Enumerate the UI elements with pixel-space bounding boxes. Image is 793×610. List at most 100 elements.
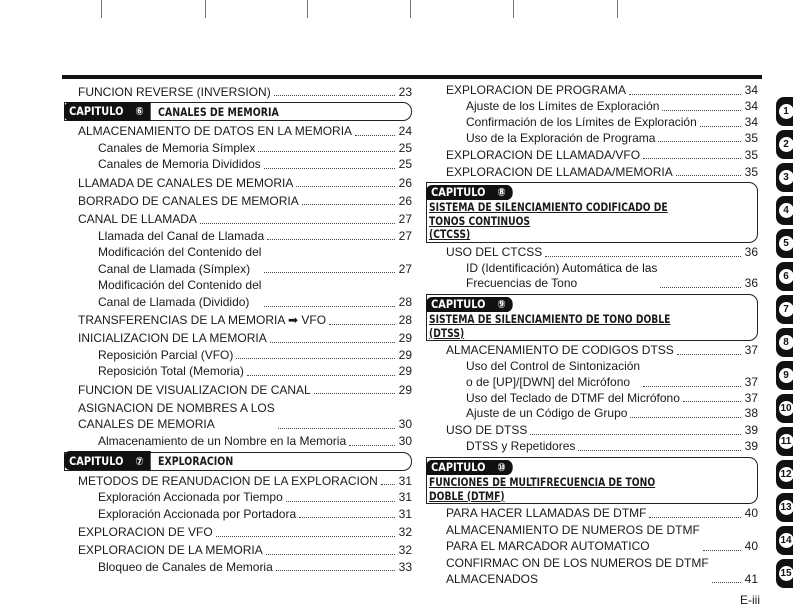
chapter-tab-6[interactable]: 6: [776, 262, 793, 291]
chapter-tab-number: 9: [778, 368, 793, 383]
chapter-tab-2[interactable]: 2: [776, 130, 793, 159]
toc-entry[interactable]: DTSS y Repetidores 39: [432, 439, 758, 455]
toc-page-number: 27: [398, 211, 412, 226]
dot-leader: [699, 125, 741, 127]
chapter-tab-5[interactable]: 5: [776, 229, 793, 258]
chapter-tab-15[interactable]: 15: [776, 559, 793, 588]
dot-leader: [215, 535, 395, 537]
chapter-heading[interactable]: CAPITULO ⑧ SISTEMA DE SILENCIAMIENTO CODIF…: [426, 182, 758, 243]
toc-page-number: 38: [744, 406, 758, 421]
toc-entry[interactable]: Exploración Accionada por Portadora 31: [64, 506, 412, 523]
toc-entry[interactable]: Canales de Memoria Símplex 25: [64, 140, 412, 157]
toc-entry[interactable]: Reposición Total (Memoria) 29: [64, 363, 412, 380]
toc-page-number: 39: [744, 439, 758, 454]
chapter-side-tabs: 1 2 3 4 5 6 7 8 9 10 11 12 13 14 15: [776, 97, 793, 592]
toc-entry[interactable]: PARA HACER LLAMADAS DE DTMF 40: [432, 506, 758, 522]
toc-entry[interactable]: ALMACENAMIENTO DE CODIGOS DTSS 37: [432, 343, 758, 359]
toc-entry[interactable]: Ajuste de un Código de Grupo 38: [432, 406, 758, 422]
dot-leader: [301, 204, 395, 206]
toc-entry[interactable]: ALMACENAMIENTO DE DATOS EN LA MEMORIA 24: [64, 123, 412, 140]
toc-entry-title: Exploración Accionada por Portadora: [98, 506, 297, 521]
toc-entry[interactable]: Ajuste de los Límites de Exploración 34: [432, 99, 758, 115]
toc-entry[interactable]: EXPLORACION DE PROGRAMA 34: [432, 83, 758, 99]
chapter-heading[interactable]: CAPITULO ⑥ CANALES DE MEMORIA: [64, 101, 412, 122]
toc-entry-title: Uso del Teclado de DTMF del Micrófono: [466, 390, 680, 405]
toc-entry[interactable]: EXPLORACION DE VFO 32: [64, 524, 412, 541]
chapter-tab-number: 15: [778, 566, 793, 581]
chapter-tab-3[interactable]: 3: [776, 163, 793, 192]
toc-entry[interactable]: Llamada del Canal de Llamada 27: [64, 228, 412, 245]
toc-entry[interactable]: FUNCION REVERSE (INVERSION) 23: [64, 84, 412, 101]
toc-entry[interactable]: EXPLORACION DE LLAMADA/MEMORIA 35: [432, 165, 758, 181]
toc-entry[interactable]: TRANSFERENCIAS DE LA MEMORIA ➡ VFO 28: [64, 312, 412, 329]
toc-entry[interactable]: Confirmación de los Límites de Exploraci…: [432, 115, 758, 131]
toc-entry[interactable]: Uso del Teclado de DTMF del Micrófono 37: [432, 391, 758, 407]
toc-entry[interactable]: Almacenamiento de un Nombre en la Memori…: [64, 433, 412, 450]
dot-leader: [630, 417, 741, 419]
top-tick: [617, 0, 618, 18]
chapter-heading[interactable]: CAPITULO ⑩ FUNCIONES DE MULTIFRECUENCIA DE…: [426, 457, 758, 504]
toc-entry[interactable]: EXPLORACION DE LLAMADA/VFO 35: [432, 148, 758, 164]
toc-entry[interactable]: USO DE DTSS 39: [432, 423, 758, 439]
chapter-tab-4[interactable]: 4: [776, 196, 793, 225]
toc-entry[interactable]: Uso de la Exploración de Programa 35: [432, 131, 758, 147]
chapter-tab-11[interactable]: 11: [776, 427, 793, 456]
chapter-heading[interactable]: CAPITULO ⑨ SISTEMA DE SILENCIAMIENTO DE TO…: [426, 294, 758, 342]
chapter-heading[interactable]: CAPITULO ⑦ EXPLORACION: [64, 451, 412, 471]
toc-page-number: 40: [744, 506, 758, 520]
toc-entry[interactable]: INICIALIZACION DE LA MEMORIA 29: [64, 330, 412, 347]
toc-entry[interactable]: Uso del Control de Sintonización o de [U…: [432, 359, 758, 391]
toc-page-number: 32: [398, 543, 412, 558]
toc-entry[interactable]: CANAL DE LLAMADA 27: [64, 211, 412, 228]
toc-entry[interactable]: Modificación del Contenido del Canal de …: [64, 277, 412, 310]
toc-page-number: 29: [398, 347, 412, 362]
toc-entry-title: LLAMADA DE CANALES DE MEMORIA: [78, 175, 294, 190]
page-number: E-iii: [740, 593, 760, 607]
toc-page-number: 31: [398, 506, 412, 521]
toc-page-number: 40: [744, 538, 758, 553]
toc-entry[interactable]: FUNCION DE VISUALIZACION DE CANAL 29: [64, 382, 412, 399]
toc-entry[interactable]: CONFIRMAC ON DE LOS NUMEROS DE DTMF ALMA…: [432, 556, 758, 588]
toc-entry[interactable]: Bloqueo de Canales de Memoria 33: [64, 559, 412, 576]
toc-entry-title: FUNCION REVERSE (INVERSION): [78, 84, 271, 99]
dot-leader: [629, 93, 741, 95]
toc-page-number: 25: [398, 140, 412, 155]
chapter-tab-14[interactable]: 14: [776, 526, 793, 555]
chapter-word: CAPITULO: [69, 104, 124, 119]
dot-leader: [711, 582, 741, 584]
toc-entry[interactable]: EXPLORACION DE LA MEMORIA 32: [64, 542, 412, 559]
chapter-tab-8[interactable]: 8: [776, 328, 793, 357]
dot-leader: [236, 358, 395, 360]
toc-entry[interactable]: Exploración Accionada por Tiempo 31: [64, 489, 412, 506]
toc-entry-title: INICIALIZACION DE LA MEMORIA: [78, 331, 267, 346]
chapter-number: ⑨: [497, 297, 506, 312]
toc-entry[interactable]: LLAMADA DE CANALES DE MEMORIA 26: [64, 175, 412, 192]
chapter-tab-7[interactable]: 7: [776, 295, 793, 324]
dot-leader: [530, 434, 741, 436]
chapter-tab-number: 1: [778, 104, 793, 119]
toc-entry[interactable]: Reposición Parcial (VFO) 29: [64, 347, 412, 364]
dot-leader: [545, 255, 741, 257]
toc-page-number: 26: [398, 193, 412, 208]
toc-entry[interactable]: BORRADO DE CANALES DE MEMORIA 26: [64, 193, 412, 210]
chapter-tab-12[interactable]: 12: [776, 460, 793, 489]
chapter-tab-13[interactable]: 13: [776, 493, 793, 522]
toc-page-number: 36: [744, 244, 758, 259]
toc-entry[interactable]: ID (Identificación) Automática de las Fr…: [432, 261, 758, 293]
chapter-tab-9[interactable]: 9: [776, 361, 793, 390]
toc-entry-title: Ajuste de un Código de Grupo: [466, 406, 628, 421]
toc-entry[interactable]: USO DEL CTCSS 36: [432, 245, 758, 261]
toc-entry[interactable]: Canales de Memoria Divididos 25: [64, 156, 412, 173]
chapter-tab-10[interactable]: 10: [776, 394, 793, 423]
toc-page-number: 29: [398, 382, 412, 397]
dot-leader: [277, 428, 395, 430]
toc-entry[interactable]: ALMACENAMIENTO DE NUMEROS DE DTMF PARA E…: [432, 523, 758, 555]
toc-entry-title: EXPLORACION DE PROGRAMA: [446, 83, 627, 98]
toc-entry[interactable]: Modificación del Contenido del Canal de …: [64, 244, 412, 277]
toc-entry-title: Canales de Memoria Divididos: [98, 157, 261, 172]
toc-page-number: 35: [744, 164, 758, 179]
toc-entry[interactable]: ASIGNACION DE NOMBRES A LOS CANALES DE M…: [64, 400, 412, 433]
toc-entry[interactable]: METODOS DE REANUDACION DE LA EXPLORACION…: [64, 473, 412, 490]
chapter-tab-1[interactable]: 1: [776, 97, 793, 126]
chapter-number: ⑧: [497, 185, 506, 200]
